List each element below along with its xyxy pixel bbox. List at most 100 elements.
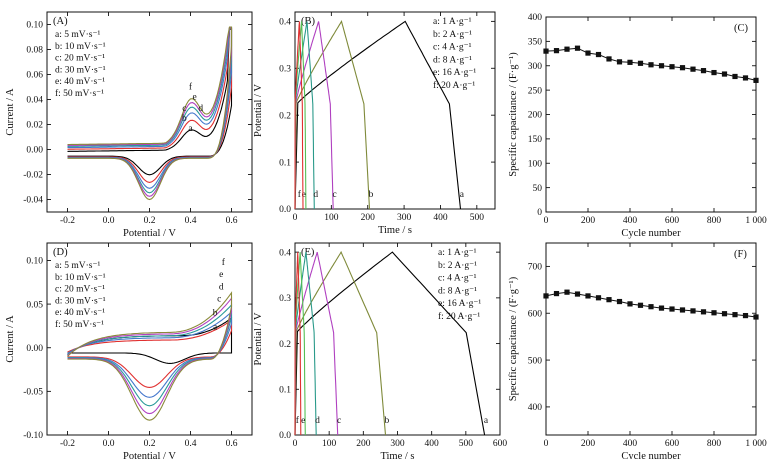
panel-label: (E) — [301, 247, 315, 258]
curve-label-f: f — [189, 82, 193, 93]
gcd-curve-f — [294, 252, 302, 436]
x-tick-label: 0.6 — [226, 439, 238, 449]
curve-label-d: d — [219, 282, 224, 292]
y-tick-label: 300 — [528, 62, 543, 72]
capacitance-point — [690, 308, 696, 314]
x-tick-label: 200 — [356, 439, 371, 449]
x-tick-label: 400 — [623, 439, 638, 449]
panel-label: (D) — [53, 247, 68, 258]
x-tick-label: -0.2 — [60, 439, 75, 449]
panel-label: (B) — [301, 16, 316, 27]
cv-curve-f — [67, 26, 233, 201]
y-tick-label: 0.1 — [279, 158, 291, 168]
capacitance-point — [742, 75, 749, 81]
curve-label-d: d — [313, 190, 318, 200]
y-tick-label: 0.2 — [279, 340, 291, 350]
curve-label-f: f — [296, 415, 300, 426]
curve-label-c: c — [182, 104, 186, 114]
capacitance-point — [721, 311, 728, 317]
y-tick-label: 0.4 — [279, 248, 291, 258]
panel-d: -0.2 0.0 0.2 0.4 0.6 -0.10 -0.05 0.00 0.05 0.10 Po… — [5, 242, 253, 459]
legend-item-0: a: 1 A·g⁻¹ — [438, 248, 477, 258]
x-tick-label: 400 — [433, 213, 448, 223]
capacitance-point — [690, 66, 696, 72]
capacitance-point — [753, 77, 759, 83]
curve-label-e: e — [192, 93, 196, 103]
y-tick-label: 0.0 — [279, 431, 291, 441]
y-tick-label: -0.02 — [23, 171, 43, 181]
y-axis-label: Current / A — [5, 315, 16, 363]
cv-curve-d — [67, 27, 233, 194]
capacitance-point — [637, 60, 644, 66]
x-tick-label: 100 — [324, 213, 339, 223]
y-tick-label: 0.3 — [279, 294, 291, 304]
x-tick-label: 200 — [581, 439, 596, 449]
capacitance-point — [648, 304, 654, 310]
legend-item-4: e: 16 A·g⁻¹ — [438, 299, 481, 309]
legend-item-5: f: 50 mV·s⁻¹ — [55, 88, 104, 99]
capacitance-point — [711, 310, 717, 316]
capacitance-point — [564, 46, 570, 52]
curve-label-e: e — [301, 416, 305, 426]
gcd-curve-b — [294, 250, 387, 436]
legend-item-1: b: 2 A·g⁻¹ — [438, 261, 477, 271]
curve-label-d: d — [315, 416, 320, 426]
x-tick-label: 800 — [707, 216, 722, 226]
cv-curve-c — [67, 27, 233, 189]
y-tick-label: 0 — [537, 208, 542, 218]
x-tick-label: 300 — [397, 213, 412, 223]
y-tick-label: 0.3 — [279, 64, 291, 74]
legend-item-4: e: 16 A·g⁻¹ — [433, 68, 476, 78]
legend-item-0: a: 5 mV·s⁻¹ — [55, 30, 100, 40]
gcd-curve-e — [294, 252, 306, 436]
capacitance-point — [732, 73, 738, 80]
x-axis-label: Cycle number — [621, 451, 681, 459]
curve-label-d: d — [198, 104, 203, 114]
x-tick-label: 0.2 — [144, 439, 156, 449]
panel-f: 0 200 400 600 800 1 000 400 500 600 700 Cycle numb… — [508, 242, 767, 459]
capacitance-point — [721, 71, 728, 77]
capacitance-point — [658, 63, 665, 69]
y-axis-label: Current / A — [5, 88, 16, 136]
x-tick-label: 600 — [665, 216, 680, 226]
x-tick-label: 0.6 — [226, 216, 238, 226]
y-tick-label: 0.2 — [279, 111, 291, 121]
plot-frame — [294, 242, 501, 436]
y-tick-label: 250 — [528, 86, 543, 96]
y-tick-label: 0.10 — [26, 21, 43, 31]
legend-item-2: c: 20 mV·s⁻¹ — [55, 54, 105, 64]
capacitance-point — [627, 59, 633, 65]
capacitance-point — [637, 302, 644, 308]
curve-label-a: a — [188, 124, 193, 134]
y-tick-label: -0.10 — [23, 431, 43, 441]
x-axis-label: Time / s — [380, 451, 414, 459]
curve-label-a: a — [460, 190, 465, 200]
y-tick-label: 400 — [528, 13, 543, 23]
y-tick-label: 500 — [528, 356, 543, 366]
legend-item-0: a: 5 mV·s⁻¹ — [55, 261, 100, 271]
y-tick-label: 400 — [528, 403, 543, 413]
y-tick-label: 50 — [533, 184, 543, 194]
legend-item-4: e: 40 mV·s⁻¹ — [55, 77, 105, 87]
capacitance-point — [564, 289, 570, 295]
capacitance-point — [711, 69, 717, 76]
x-tick-label: 500 — [470, 213, 485, 223]
capacitance-point — [700, 68, 707, 74]
legend-item-3: d: 8 A·g⁻¹ — [438, 286, 477, 296]
y-tick-label: 600 — [528, 309, 543, 319]
legend-item-4: e: 40 mV·s⁻¹ — [55, 308, 105, 318]
legend-item-2: c: 4 A·g⁻¹ — [438, 274, 477, 284]
x-axis-label: Cycle number — [621, 228, 681, 239]
panel-label: (A) — [53, 16, 68, 27]
legend-item-1: b: 10 mV·s⁻¹ — [55, 42, 106, 52]
x-axis-label: Potential / V — [123, 228, 176, 239]
capacitance-point — [669, 64, 675, 70]
x-tick-label: 0.0 — [103, 216, 115, 226]
x-tick-label: 300 — [390, 439, 405, 449]
x-tick-label: -0.2 — [60, 216, 75, 226]
x-tick-label: 0.0 — [103, 439, 115, 449]
x-tick-label: 200 — [581, 216, 596, 226]
curve-label-f: f — [222, 257, 226, 268]
curve-label-a: a — [484, 416, 489, 426]
